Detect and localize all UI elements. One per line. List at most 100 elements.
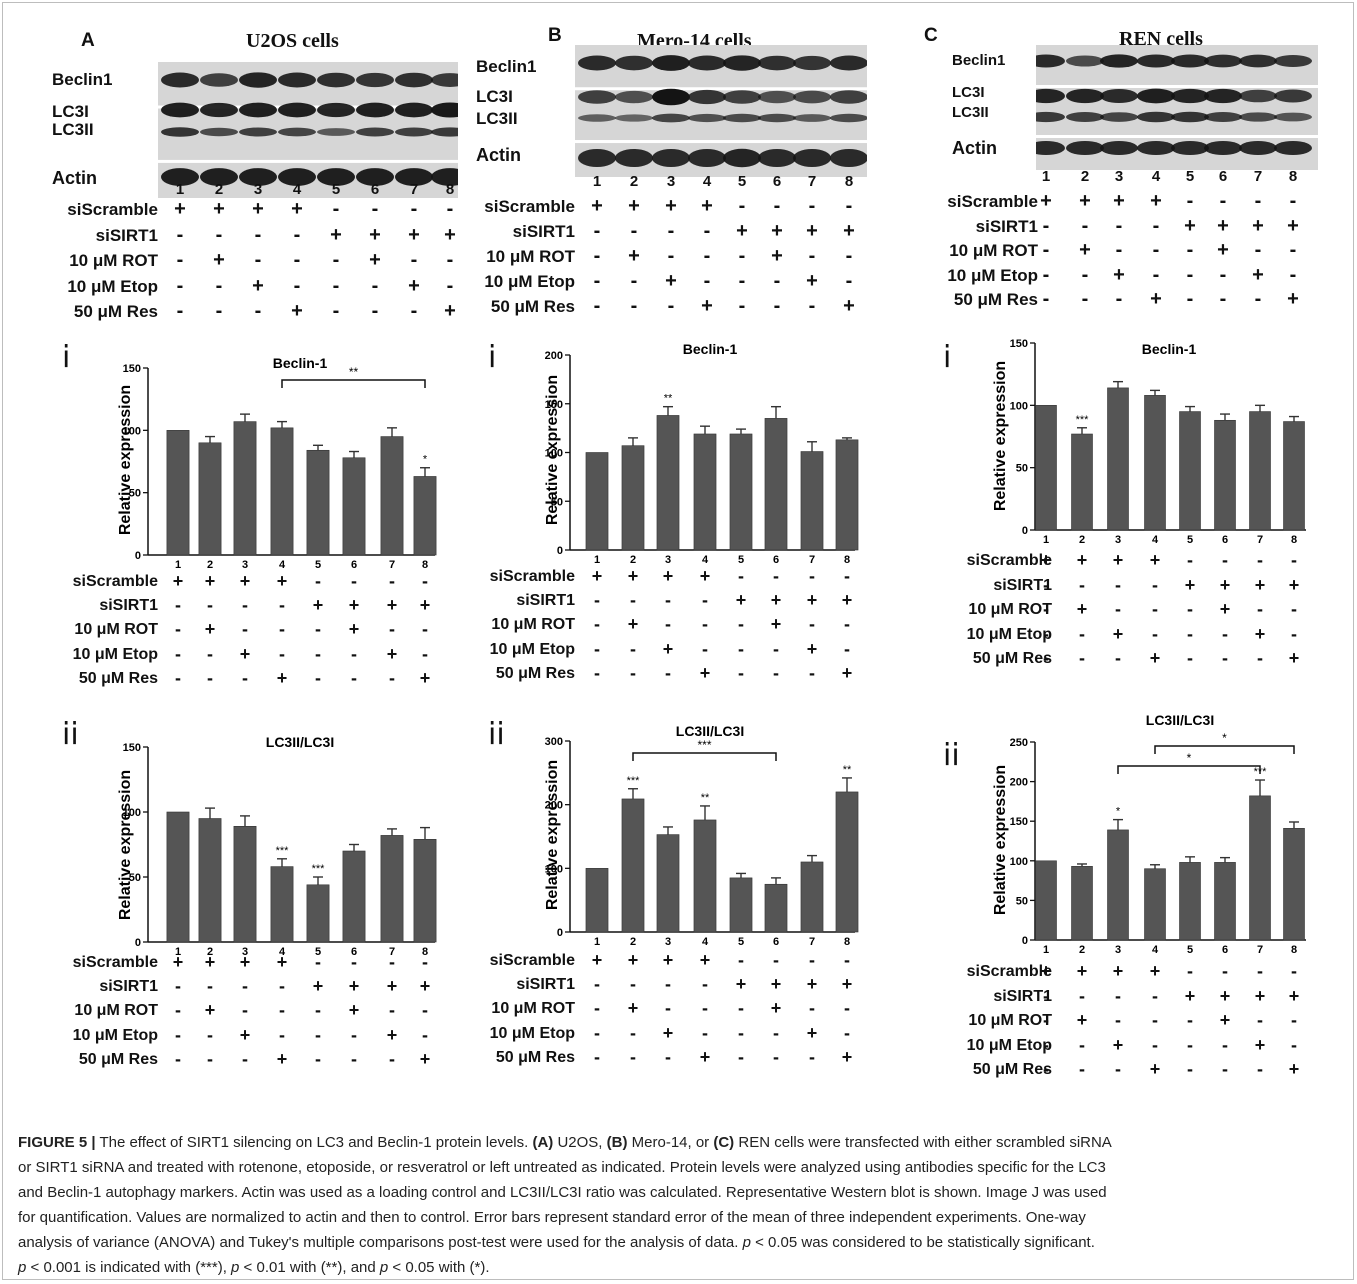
chart-condition-sign-0-8-A-ii: - [422, 952, 428, 972]
caption-segment-5-2: p [742, 1234, 751, 1251]
condition-sign-4-1-A: - [176, 300, 184, 322]
y-tick-label-150-B-i: 150 [545, 399, 563, 411]
x-tick-label-6-B-ii: 6 [773, 936, 779, 948]
condition-label-4-C: 50 μM Res [953, 290, 1038, 309]
band-lc3ii-lane-4 [278, 127, 316, 137]
condition-sign-2-6-A: + [369, 249, 381, 271]
condition-sign-3-1-C: - [1042, 263, 1050, 286]
band-lc3i-lane-1 [161, 102, 199, 118]
lane-number-1-C: 1 [1041, 168, 1051, 185]
bar-1-B-ii [585, 868, 609, 933]
condition-sign-0-4-A: + [291, 198, 303, 220]
chart-condition-sign-1-5-C-i: + [1184, 574, 1196, 595]
lane-number-6-A: 6 [370, 181, 380, 198]
band-lc3ii-lane-6 [356, 127, 394, 137]
bar-4-C-ii [1144, 868, 1166, 941]
band-lc3ii-lane-3 [652, 113, 690, 123]
chart-condition-sign-4-2-C-ii: - [1079, 1059, 1085, 1079]
band-actin-lane-4 [688, 149, 726, 167]
x-tick-label-6-A-i: 6 [351, 559, 357, 571]
chart-condition-label-2-A-ii: 10 μM ROT [74, 1002, 158, 1020]
western-blot-A [158, 62, 458, 198]
band-lc3ii-lane-5 [723, 113, 761, 123]
x-tick-label-3-B-ii: 3 [665, 936, 671, 948]
bar-chart-svg-C-i: Beclin-1 Relative expression 0 50 100 150 1 2 3 4… [992, 338, 1306, 546]
chart-condition-sign-4-4-C-i: + [1149, 648, 1161, 668]
chart-condition-sign-4-7-B-ii: - [809, 1046, 815, 1067]
condition-label-1-A: siSIRT1 [95, 225, 158, 245]
condition-sign-2-7-A: - [410, 249, 418, 271]
blot-strip-gap-2 [575, 140, 867, 144]
chart-condition-sign-3-8-A-i: - [422, 643, 428, 664]
lane-number-1-B: 1 [592, 173, 602, 190]
chart-condition-sign-0-5-B-ii: - [738, 950, 744, 970]
chart-condition-label-2-B-ii: 10 μM ROT [491, 1000, 575, 1018]
y-axis-label-A-i: Relative expression [117, 385, 134, 535]
chart-condition-sign-3-4-B-i: - [702, 638, 708, 659]
chart-condition-sign-1-4-B-i: - [702, 590, 708, 611]
condition-label-3-C: 10 μM Etop [947, 265, 1038, 285]
chart-condition-sign-1-1-C-ii: - [1043, 985, 1049, 1006]
condition-sign-3-2-C: - [1081, 263, 1089, 286]
condition-sign-2-8-C: - [1289, 239, 1297, 261]
band-lc3ii-lane-5 [1171, 111, 1209, 123]
chart-condition-sign-2-7-C-i: - [1257, 599, 1263, 619]
chart-condition-sign-0-3-B-i: + [662, 566, 674, 586]
chart-condition-sign-2-3-B-ii: - [665, 998, 671, 1019]
band-lc3ii-lane-7 [793, 114, 831, 122]
chart-condition-sign-0-8-A-i: - [422, 571, 428, 591]
band-beclin1-lane-4 [1137, 54, 1175, 68]
chart-condition-sign-0-2-B-ii: + [627, 950, 639, 970]
chart-condition-sign-2-7-C-ii: - [1257, 1010, 1263, 1030]
chart-condition-sign-3-2-A-ii: - [207, 1024, 213, 1045]
condition-sign-2-3-B: - [667, 245, 675, 267]
bar-2-C-ii [1071, 866, 1093, 941]
band-actin-lane-3 [652, 149, 690, 167]
x-tick-label-1-B-ii: 1 [594, 936, 600, 948]
blot-strip-gap-1 [575, 87, 867, 91]
band-beclin1-lane-5 [317, 72, 355, 88]
chart-condition-sign-4-8-C-ii: + [1288, 1059, 1300, 1079]
condition-sign-4-1-C: - [1042, 288, 1050, 310]
chart-condition-sign-3-2-B-i: - [630, 638, 636, 659]
chart-condition-sign-1-3-B-ii: - [665, 974, 671, 995]
condition-sign-2-8-A: - [446, 249, 454, 271]
condition-sign-4-2-B: - [630, 295, 638, 317]
band-beclin1-lane-7 [793, 55, 831, 71]
x-tick-label-8-A-ii: 8 [422, 946, 428, 958]
significance-star-2-B-ii: *** [627, 775, 641, 787]
bar-5-A-ii [306, 884, 330, 943]
condition-sign-1-6-B: + [771, 220, 783, 242]
condition-sign-3-2-A: - [215, 274, 223, 297]
condition-sign-3-5-B: - [738, 270, 746, 292]
chart-condition-label-3-B-i: 10 μM Etop [489, 640, 575, 658]
chart-condition-label-1-B-i: siSIRT1 [516, 592, 575, 610]
band-lc3i-lane-2 [615, 90, 653, 104]
chart-condition-sign-0-2-C-i: + [1076, 550, 1088, 570]
bar-4-B-ii [693, 819, 717, 933]
condition-sign-0-7-C: - [1254, 190, 1262, 212]
chart-condition-sign-4-8-A-ii: + [419, 1048, 431, 1069]
bar-6-C-ii [1214, 862, 1236, 941]
bar-7-C-ii [1249, 795, 1271, 941]
bar-4-A-i [270, 427, 294, 556]
y-tick-label-0-B-ii: 0 [557, 927, 563, 939]
condition-label-2-C: 10 μM ROT [949, 241, 1038, 260]
chart-condition-sign-4-5-A-ii: - [315, 1048, 321, 1069]
chart-condition-sign-1-8-B-i: + [841, 590, 853, 611]
condition-sign-0-3-C: + [1113, 190, 1125, 212]
blot-strip-gap-2 [158, 159, 458, 163]
condition-sign-1-5-A: + [330, 223, 342, 246]
bar-8-B-ii [835, 791, 859, 933]
lane-number-4-A: 4 [292, 181, 302, 198]
x-tick-label-7-C-ii: 7 [1257, 944, 1263, 956]
band-actin-lane-7 [395, 168, 433, 186]
chart-condition-sign-0-8-B-i: - [844, 566, 850, 586]
bar-5-B-ii [729, 877, 753, 933]
condition-sign-1-2-C: - [1081, 214, 1089, 237]
chart-condition-label-0-B-ii: siScramble [489, 952, 575, 969]
x-tick-label-4-B-ii: 4 [702, 936, 709, 948]
bar-chart-svg-A-ii: LC3II/LC3I Relative expression 0 50 100 150 1 2… [117, 734, 437, 958]
condition-sign-2-4-C: - [1152, 239, 1160, 261]
band-beclin1-lane-5 [723, 55, 761, 71]
